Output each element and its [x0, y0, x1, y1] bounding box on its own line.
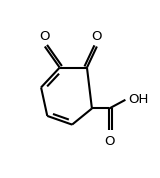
Text: OH: OH: [128, 93, 148, 106]
Text: O: O: [104, 135, 115, 148]
Text: O: O: [92, 30, 102, 43]
Text: O: O: [40, 30, 50, 43]
